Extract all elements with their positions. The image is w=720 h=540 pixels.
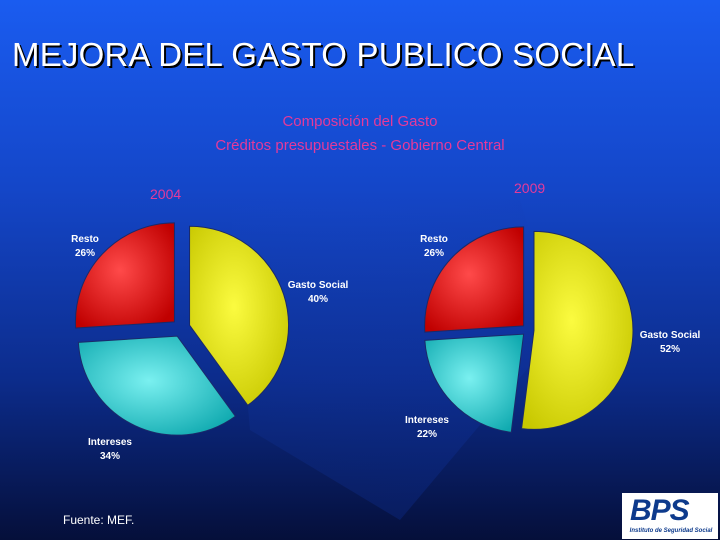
bps-logo-subtitle: Instituto de Seguridad Social (629, 528, 713, 534)
bps-logo-text: BPS (630, 494, 690, 527)
pie-2009-label-gasto-social: Gasto Social (640, 330, 701, 341)
pie-2004-value-gasto-social: 40% (308, 294, 328, 305)
pie-2009-value-gasto-social: 52% (660, 344, 680, 355)
chart-header-line1: Composición del Gasto (282, 113, 438, 130)
pie-2004-slice-resto (74, 222, 175, 329)
pie-2009-slice-intereses (424, 333, 525, 433)
pie-2004-label-gasto-social: Gasto Social (288, 280, 349, 291)
pie-2009-year-label: 2009 (514, 180, 546, 196)
pie-2009-value-intereses: 22% (417, 429, 437, 440)
pie-chart-2009: Gasto Social 52% Intereses 22% Resto 26% (405, 226, 701, 440)
pie-2009-value-resto: 26% (424, 248, 444, 259)
pie-2004-slice-intereses (77, 335, 237, 436)
pie-2004-value-resto: 26% (75, 248, 95, 259)
source-note: Fuente: MEF. (63, 513, 135, 527)
pie-2009-label-resto: Resto (420, 234, 448, 245)
chart-header-line2: Créditos presupuestales - Gobierno Centr… (215, 137, 505, 154)
pie-2004-slice-gasto-social (189, 225, 290, 407)
pie-2004-label-resto: Resto (71, 234, 99, 245)
pie-2009-slice-gasto-social (521, 230, 634, 430)
bps-logo: BPS Instituto de Seguridad Social (622, 493, 718, 539)
pie-2004-value-intereses: 34% (100, 451, 120, 462)
pie-2009-label-intereses: Intereses (405, 415, 449, 426)
slide-title: MEJORA DEL GASTO PUBLICO SOCIAL (12, 36, 635, 73)
pie-2009-slice-resto (424, 226, 525, 333)
pie-2004-year-label: 2004 (150, 186, 182, 202)
pie-chart-2004: Gasto Social 40% Intereses 34% Resto 26% (71, 222, 349, 462)
pie-2004-label-intereses: Intereses (88, 437, 132, 448)
